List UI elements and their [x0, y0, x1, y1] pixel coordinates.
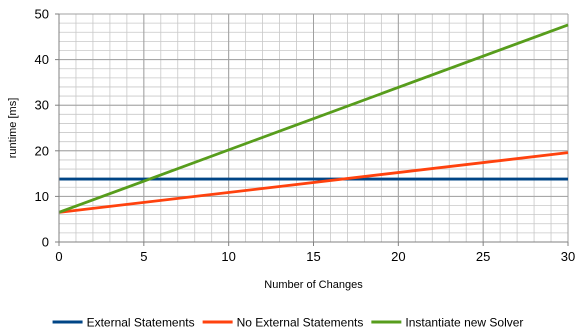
x-tick-label: 15 [306, 249, 320, 264]
axes-layer [55, 13, 569, 246]
legend-label: Instantiate new Solver [405, 316, 523, 330]
x-tick-label: 25 [476, 249, 490, 264]
y-axis-title: runtime [ms] [7, 98, 19, 159]
tick-labels: 0 5 10 15 20 25 30 0 10 20 30 40 50 [35, 7, 576, 265]
y-tick-label: 0 [42, 235, 49, 250]
legend-item-2: No External Statements [202, 316, 364, 330]
legend-label: No External Statements [237, 316, 364, 330]
x-axis-title: Number of Changes [264, 279, 363, 291]
y-tick-label: 20 [35, 143, 49, 158]
x-tick-label: 20 [391, 249, 405, 264]
legend-item-3: Instantiate new Solver [371, 316, 523, 330]
series-line-3 [58, 23, 569, 214]
x-tick-label: 10 [221, 249, 235, 264]
x-tick-label: 30 [561, 249, 575, 264]
legend: External Statements No External Statement… [52, 316, 523, 330]
series-line-2 [58, 151, 569, 214]
legend-label: External Statements [87, 316, 195, 330]
grid-major [58, 13, 569, 243]
legend-item-1: External Statements [52, 316, 195, 330]
y-tick-label: 30 [35, 98, 49, 113]
y-tick-label: 50 [35, 7, 49, 22]
x-tick-label: 5 [140, 249, 147, 264]
y-tick-label: 10 [35, 189, 49, 204]
y-tick-label: 40 [35, 52, 49, 67]
series-layer [58, 23, 569, 214]
x-tick-label: 0 [55, 249, 62, 264]
